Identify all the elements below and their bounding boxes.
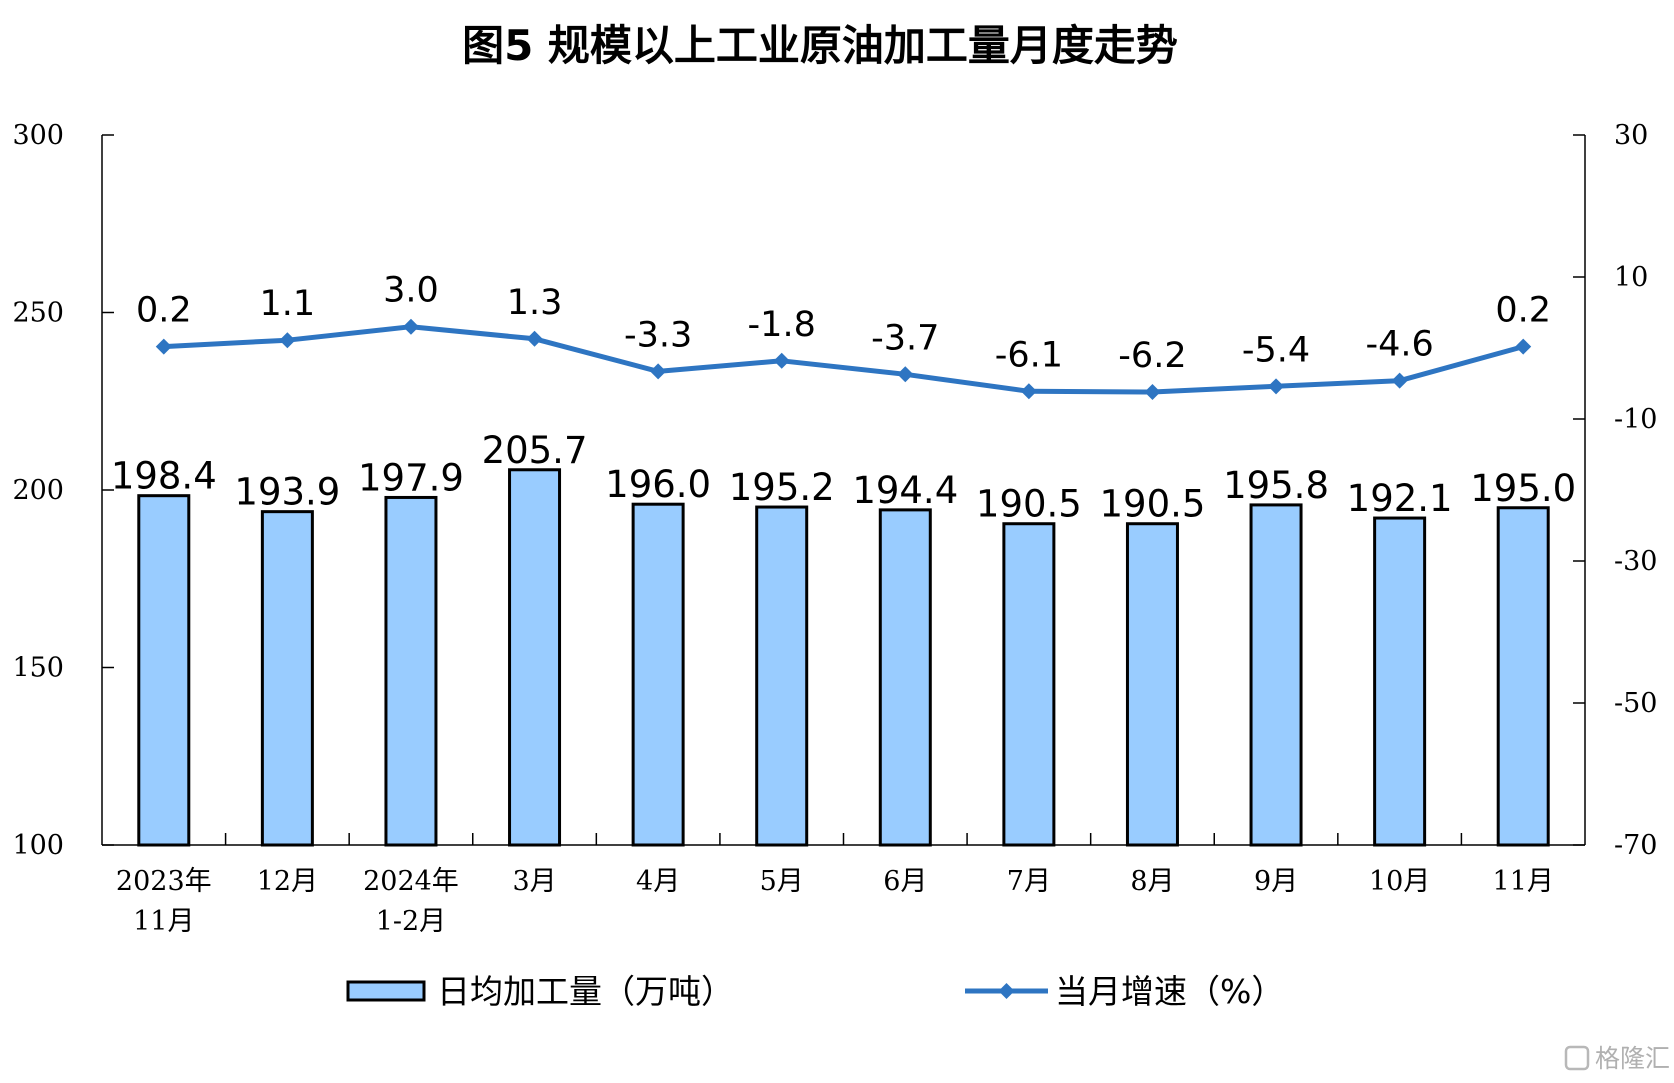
bar <box>1373 516 1427 847</box>
right-y-tick-label: -30 <box>1614 546 1657 577</box>
line-marker <box>155 338 172 355</box>
line-value-label: 1.3 <box>507 283 563 323</box>
left-y-axis: 100 150 200 250 300 <box>12 120 114 861</box>
bar-value-label: 190.5 <box>1099 483 1205 526</box>
bar-series <box>137 468 1550 847</box>
right-y-tick-label: 30 <box>1614 120 1648 151</box>
bar <box>631 502 685 847</box>
left-y-tick-label: 200 <box>12 475 64 506</box>
line-marker <box>897 366 914 383</box>
x-tick-label: 11月 <box>1493 866 1554 897</box>
right-y-tick-label: -50 <box>1614 688 1657 719</box>
legend-line-label: 当月增速（%） <box>1055 972 1284 1011</box>
line-value-label: 0.2 <box>1495 291 1551 331</box>
bar-value-label: 193.9 <box>234 471 340 514</box>
line-marker <box>1391 372 1408 389</box>
x-tick-label: 4月 <box>636 866 680 897</box>
line-value-label: -4.6 <box>1365 325 1433 365</box>
left-y-tick-label: 300 <box>12 120 64 151</box>
bar <box>1496 506 1550 847</box>
line-series <box>155 318 1532 401</box>
left-y-tick-label: 250 <box>12 298 64 329</box>
watermark-text: 格隆汇 <box>1595 1044 1670 1073</box>
right-y-tick-label: -10 <box>1614 404 1657 435</box>
right-y-axis: -70 -50 -30 -10 10 30 <box>1573 120 1657 861</box>
x-tick-label: 12月 <box>257 866 318 897</box>
x-tick-label: 1-2月 <box>376 906 446 937</box>
bar <box>260 510 314 847</box>
bar-value-label: 190.5 <box>976 483 1082 526</box>
left-y-tick-label: 100 <box>12 830 64 861</box>
left-y-tick-label: 150 <box>12 653 64 684</box>
x-axis: 2023年 11月 12月 2024年 1-2月 3月 4月 5月 6月 7月 8月 9月 10月 11月 <box>116 833 1554 937</box>
x-tick-label: 7月 <box>1007 866 1051 897</box>
line-value-label: -6.2 <box>1118 336 1186 376</box>
line-marker <box>1268 378 1285 395</box>
bar-value-label: 198.4 <box>111 455 217 498</box>
line-value-label: -6.1 <box>995 335 1063 375</box>
line-marker <box>650 363 667 380</box>
bar <box>137 494 191 847</box>
bar-value-label: 195.2 <box>729 466 835 509</box>
bar <box>1125 522 1179 847</box>
x-tick-label: 2023年 <box>116 866 212 897</box>
line-marker <box>402 318 419 335</box>
legend-line-marker <box>998 983 1015 999</box>
bar-value-label: 196.0 <box>605 463 711 506</box>
line-value-label: 1.1 <box>260 284 316 324</box>
bar <box>1002 522 1056 847</box>
x-tick-label: 8月 <box>1130 866 1174 897</box>
line-value-label: -5.4 <box>1242 330 1310 370</box>
line-marker <box>1515 338 1532 355</box>
bar-value-label: 197.9 <box>358 456 464 499</box>
x-tick-label: 10月 <box>1369 866 1430 897</box>
x-tick-label: 5月 <box>760 866 804 897</box>
bar-value-label: 195.8 <box>1223 464 1329 507</box>
chart-title: 图5 规模以上工业原油加工量月度走势 <box>462 21 1178 70</box>
line-marker <box>279 332 296 349</box>
bar <box>878 508 932 847</box>
bar <box>508 468 562 847</box>
line-value-label: -1.8 <box>748 305 816 345</box>
line-value-label: 0.2 <box>136 291 192 331</box>
legend-bar-swatch <box>346 980 426 1002</box>
line-marker <box>1020 383 1037 400</box>
x-tick-label: 3月 <box>512 866 556 897</box>
right-y-tick-label: -70 <box>1614 830 1657 861</box>
watermark-logo-icon <box>1564 1045 1590 1071</box>
bar-value-label: 192.1 <box>1347 477 1453 520</box>
x-tick-label: 6月 <box>883 866 927 897</box>
line-value-labels: 0.2 1.1 3.0 1.3 -3.3 -1.8 -3.7 -6.1 -6.2 -5.4 -4.6… <box>136 271 1551 376</box>
line-marker <box>773 352 790 369</box>
bar <box>755 505 809 847</box>
bar-value-label: 195.0 <box>1470 467 1576 510</box>
line-marker <box>1144 384 1161 401</box>
x-tick-label: 11月 <box>133 906 194 937</box>
watermark: 格隆汇 <box>1564 1044 1670 1073</box>
x-tick-label: 9月 <box>1254 866 1298 897</box>
legend: 日均加工量（万吨） 当月增速（%） <box>346 972 1284 1011</box>
line-value-label: 3.0 <box>383 271 439 311</box>
x-tick-label: 2024年 <box>363 866 459 897</box>
bar-value-label: 194.4 <box>852 469 958 512</box>
right-y-tick-label: 10 <box>1614 262 1648 293</box>
line-path <box>163 324 1524 395</box>
bar-value-labels: 198.4 193.9 197.9 205.7 196.0 195.2 194.4 190.5… <box>111 429 1576 526</box>
line-value-label: -3.3 <box>624 315 692 355</box>
bar <box>384 495 438 847</box>
bar-value-label: 205.7 <box>482 429 588 472</box>
legend-bar-label: 日均加工量（万吨） <box>437 972 734 1011</box>
bar <box>1249 503 1303 847</box>
line-marker <box>526 330 543 347</box>
line-value-label: -3.7 <box>871 318 939 358</box>
